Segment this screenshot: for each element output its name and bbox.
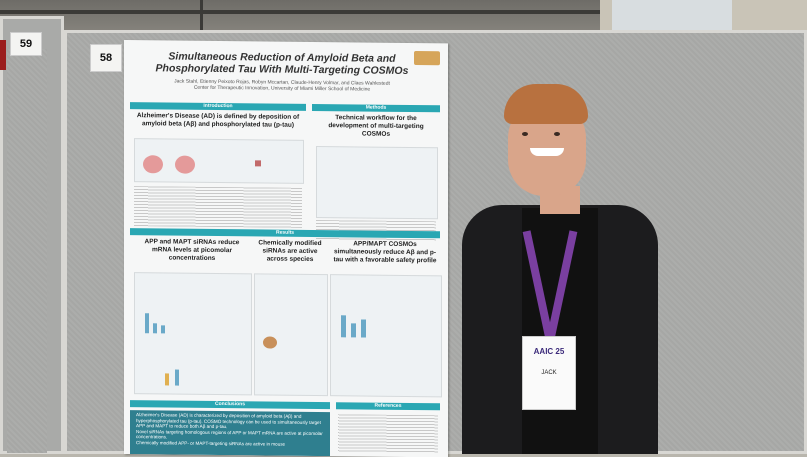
chart-bar	[175, 369, 179, 386]
badge-name: JACK	[541, 370, 557, 376]
booth-number-left: 59	[10, 32, 42, 56]
section-header-introduction: Introduction	[130, 102, 306, 111]
intro-heading: Alzheimer's Disease (AD) is defined by d…	[136, 112, 300, 129]
results-col3-heading: APP/MAPT COSMOs simultaneously reduce Aβ…	[333, 240, 437, 265]
results-col2-heading: Chemically modified siRNAs are active ac…	[258, 239, 322, 263]
results-col2-figures	[254, 273, 328, 397]
chart-bar	[361, 319, 366, 338]
results-col1-heading: APP and MAPT siRNAs reduce mRNA levels a…	[144, 238, 240, 262]
chart-bar	[153, 323, 157, 334]
results-col3-figures	[330, 274, 442, 398]
panel-fabric	[7, 49, 47, 453]
references-text	[338, 414, 438, 454]
results-col1-figures	[134, 272, 252, 396]
section-header-references: References	[336, 402, 440, 411]
person-eye	[522, 132, 528, 136]
person-shirt	[522, 208, 598, 454]
section-header-methods: Methods	[312, 103, 440, 113]
diagram-marker	[255, 160, 261, 167]
person-hair	[504, 84, 588, 124]
conclusions-box: Alzheimer's Disease (AD) is characterize…	[130, 410, 330, 457]
person-eye	[554, 132, 560, 136]
brain-icon	[175, 155, 195, 174]
chart-bar	[145, 313, 149, 334]
conclusion-item: Chemically modified APP- or MAPT-targeti…	[136, 440, 286, 447]
person-smile	[530, 148, 564, 156]
badge-event: AAIC 25	[533, 347, 565, 356]
mouse-icon	[263, 336, 277, 349]
name-badge: AAIC 25 JACK	[522, 336, 576, 410]
left-display-panel	[0, 16, 64, 454]
chart-bar	[161, 325, 165, 334]
brain-icon	[143, 155, 163, 174]
chart-bar	[351, 323, 356, 338]
chart-bar	[165, 373, 169, 386]
research-poster: Simultaneous Reduction of Amyloid Beta a…	[124, 40, 448, 457]
methods-workflow-figure	[316, 146, 438, 220]
chart-bar	[341, 315, 346, 338]
poster-authors: Jack Stahl, Etienny Peixoto Rojas, Robyn…	[134, 78, 430, 93]
intro-body-text	[134, 186, 302, 228]
booth-number-right: 58	[90, 44, 122, 72]
red-marker	[0, 40, 6, 70]
poster-title: Simultaneous Reduction of Amyloid Beta a…	[155, 50, 409, 77]
ceiling-strut	[200, 0, 203, 40]
conclusion-item: Alzheimer's Disease (AD) is characterize…	[136, 412, 321, 430]
intro-figure	[134, 138, 304, 184]
methods-heading: Technical workflow for the development o…	[328, 114, 424, 138]
section-header-conclusions: Conclusions	[130, 400, 330, 410]
ceiling-beam	[0, 10, 807, 14]
